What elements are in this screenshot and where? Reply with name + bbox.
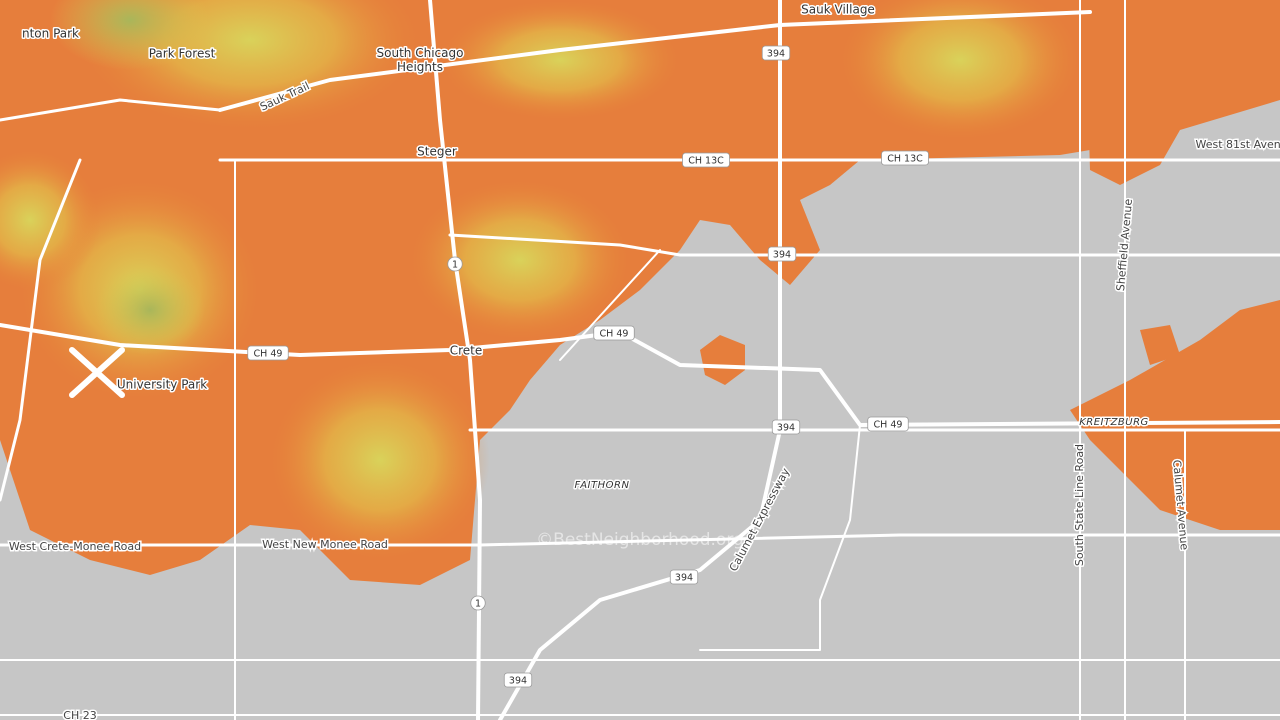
road-shield: 394 [761,45,791,61]
shield-box [447,256,463,272]
shield-label: 394 [777,423,795,434]
shield-box [867,416,909,432]
road-label: West 81st Avenue [1196,138,1280,151]
shield-box [771,419,801,435]
place-label: KREITZBURG [1079,417,1149,428]
shield-box [761,45,791,61]
shield-box [767,246,797,262]
watermark: ©BestNeighborhood.org [536,530,744,550]
place-label: South Chicago Heights [377,46,464,74]
shield-label: CH 13C [887,154,923,165]
shield-box [682,152,730,168]
place-label: FAITHORN [575,480,630,491]
shield-label: 394 [509,676,527,687]
road-shield: 394 [767,246,797,262]
road-shield: CH 13C [682,152,730,168]
shield-label: 394 [773,250,791,261]
road-shield: 394 [503,672,533,688]
road-label: West New Monee Road [262,538,388,551]
road-shield: CH 49 [593,325,635,341]
shield-label: CH 49 [874,420,903,431]
place-label: Steger [417,145,457,159]
shield-box [669,569,699,585]
shield-label: 1 [475,599,481,610]
shield-box [593,325,635,341]
road-shield: 394 [669,569,699,585]
shield-label: 394 [767,49,785,60]
road-shield: CH 49 [247,345,289,361]
shield-label: CH 49 [600,329,629,340]
road-shield: CH 49 [867,416,909,432]
road-label: West Crete-Monee Road [9,540,141,553]
shield-label: 394 [675,573,693,584]
road-shield: CH 13C [881,150,929,166]
place-label: Park Forest [149,47,216,61]
shield-label: 1 [452,260,458,271]
shield-box [247,345,289,361]
shield-box [881,150,929,166]
road-label: CH 23 [63,709,96,720]
road-label: South State Line Road [1073,444,1086,566]
shield-box [470,595,486,611]
heat-areas [0,0,1280,585]
road-shield: 394 [771,419,801,435]
place-label: nton Park [22,27,79,41]
road-shield: 1 [470,595,486,611]
place-label: Crete [450,344,483,358]
shield-box [503,672,533,688]
place-label: University Park [117,378,207,392]
road-shield: 1 [447,256,463,272]
shield-label: CH 49 [254,349,283,360]
university-park-marker [69,347,125,398]
shield-label: CH 13C [688,156,724,167]
place-label: Sauk Village [801,3,875,17]
